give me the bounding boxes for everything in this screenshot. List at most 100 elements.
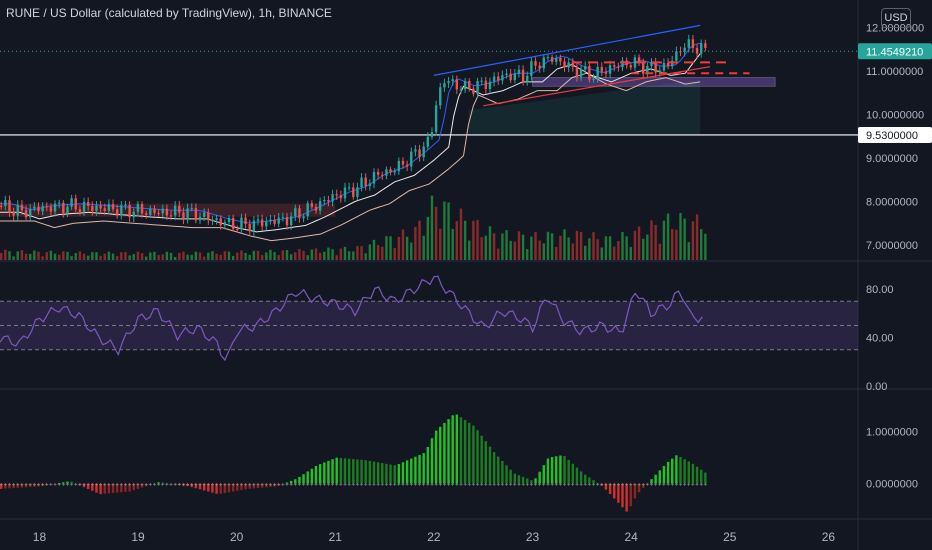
volume-bar (4, 249, 7, 260)
candle-body (182, 212, 185, 220)
histogram-bar (165, 483, 169, 485)
candle-body (683, 47, 686, 52)
histogram-bar (600, 483, 603, 486)
candle-body (149, 208, 152, 215)
volume-bar (434, 206, 438, 260)
candle-body (314, 206, 318, 211)
candle-body (190, 208, 193, 210)
candle-body (542, 57, 546, 69)
zero-cross-marker: + (74, 483, 78, 489)
candle-body (613, 65, 616, 67)
histogram-bar (252, 483, 256, 489)
candle-body (62, 202, 65, 214)
zero-cross-marker: + (347, 483, 351, 489)
candle-body (368, 183, 372, 186)
candle-body (78, 209, 82, 212)
candle-body (509, 73, 512, 81)
volume-bar (654, 224, 657, 260)
zero-cross-marker: + (144, 483, 148, 489)
volume-bar (687, 242, 690, 260)
candle-body (347, 187, 351, 189)
zero-cross-marker: + (625, 483, 629, 489)
time-axis-label: 22 (427, 530, 441, 544)
volume-bar (695, 214, 699, 260)
histogram-bar (211, 483, 214, 493)
price-axis-label: 10.0000000 (866, 110, 924, 122)
volume-bar (596, 239, 599, 260)
time-axis-label: 25 (723, 530, 737, 544)
zero-cross-marker: + (467, 483, 471, 489)
histogram-bar (70, 481, 73, 484)
volume-bar (621, 232, 624, 260)
histogram-bar (314, 465, 318, 484)
volume-bar (20, 250, 24, 260)
zero-cross-marker: + (45, 483, 49, 489)
histogram-bar (484, 441, 488, 484)
candle-body (484, 80, 488, 90)
candle-body (115, 209, 119, 216)
currency-badge[interactable]: USD (881, 8, 911, 28)
volume-bar (505, 230, 508, 260)
zero-cross-marker: + (376, 483, 380, 489)
middle-band-line (0, 42, 701, 224)
volume-bar (215, 253, 218, 260)
price-axis-label: 11.0000000 (866, 66, 923, 78)
volume-bar (468, 240, 471, 260)
histogram-bar (273, 483, 276, 487)
histogram-bar (207, 483, 210, 492)
zero-cross-marker: + (178, 483, 182, 489)
volume-bar (157, 255, 160, 260)
histogram-bar (509, 469, 512, 484)
zero-cross-marker: + (244, 483, 248, 489)
volume-bar (144, 256, 148, 260)
volume-bar (343, 246, 347, 260)
volume-bar (347, 251, 351, 260)
zero-cross-marker: + (451, 483, 455, 489)
histogram-bar (190, 483, 193, 488)
candle-body (302, 216, 305, 219)
zero-cross-marker: + (567, 483, 571, 489)
candle-body (430, 132, 434, 137)
volume-bar (443, 201, 446, 260)
zero-cross-marker: + (563, 483, 567, 489)
candle-body (646, 65, 649, 74)
time-axis-label: 26 (822, 530, 836, 544)
zero-cross-marker: + (372, 483, 376, 489)
volume-bar (567, 237, 570, 260)
zero-cross-marker: + (360, 483, 364, 489)
candle-body (501, 75, 504, 81)
histogram-bar (318, 464, 322, 484)
candle-body (530, 61, 533, 76)
histogram-bar (28, 483, 32, 487)
zero-cross-marker: + (103, 483, 107, 489)
candle-body (579, 69, 583, 78)
zero-cross-marker: + (600, 483, 604, 489)
volume-bar (49, 250, 53, 260)
candle-body (144, 213, 148, 215)
volume-bar (650, 220, 653, 260)
volume-bar (182, 251, 185, 260)
zero-cross-marker: + (513, 483, 517, 489)
candle-body (695, 48, 699, 54)
chart-title: RUNE / US Dollar (calculated by TradingV… (6, 6, 332, 20)
zero-cross-marker: + (95, 483, 99, 489)
volume-bar (397, 236, 401, 260)
zero-cross-marker: + (149, 483, 153, 489)
candle-body (335, 194, 338, 196)
candle-body (186, 208, 189, 220)
histogram-bar (637, 483, 641, 493)
histogram-bar (451, 415, 454, 484)
zero-cross-marker: + (699, 483, 703, 489)
histogram-bar (240, 483, 243, 491)
zero-cross-marker: + (215, 483, 219, 489)
volume-bar (376, 245, 380, 260)
candle-body (211, 219, 214, 221)
zero-cross-marker: + (62, 483, 66, 489)
zero-cross-marker: + (646, 483, 650, 489)
volume-bar (501, 233, 504, 260)
candle-body (451, 79, 454, 82)
histogram-bar (173, 483, 177, 485)
time-axis-label: 20 (230, 530, 244, 544)
histogram-bar (497, 456, 500, 484)
